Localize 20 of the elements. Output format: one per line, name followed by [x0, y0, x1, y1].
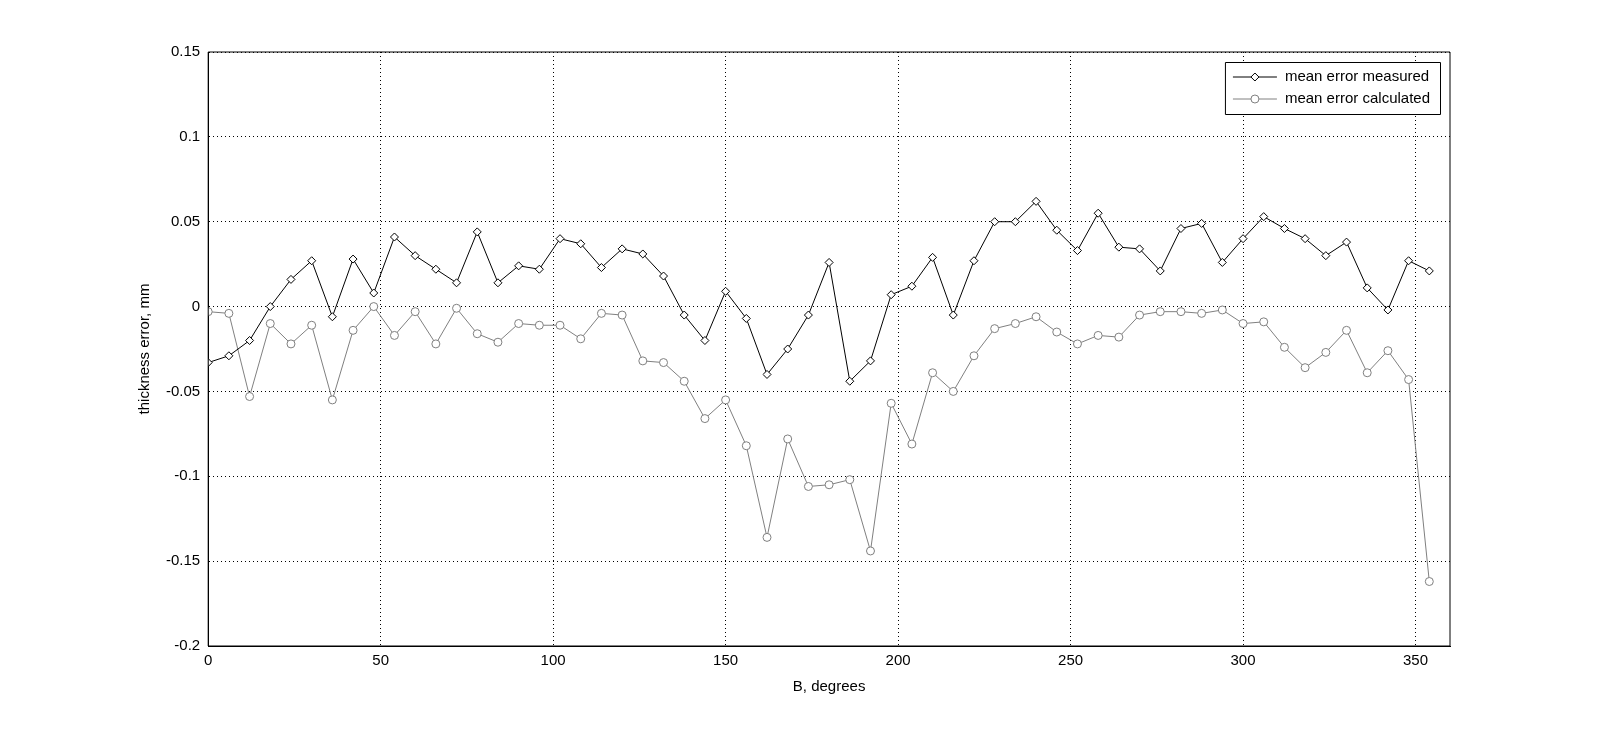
y-axis-title: thickness error, mm: [135, 283, 153, 415]
y-tick-label: -0.05: [165, 381, 201, 399]
x-tick-label: 250: [1058, 651, 1084, 669]
legend-label: mean error calculated: [1284, 89, 1431, 107]
y-tick-label: -0.2: [174, 636, 201, 654]
y-tick-label: 0.1: [179, 127, 201, 144]
x-tick-label: 300: [1230, 651, 1256, 669]
x-tick-label: 350: [1402, 651, 1429, 669]
y-tick-label: 0.15: [170, 42, 201, 60]
y-tick-label: 0: [191, 296, 201, 314]
x-tick-label: 50: [372, 651, 390, 669]
y-tick-label: -0.1: [174, 466, 201, 484]
x-axis-title: B, degrees: [792, 677, 866, 695]
x-tick-label: 200: [885, 651, 911, 669]
x-tick-label: 0: [204, 651, 213, 669]
x-tick-label: 100: [540, 651, 566, 669]
y-tick-label: 0.05: [170, 211, 201, 229]
x-tick-label: 150: [713, 651, 739, 669]
legend-label: mean error measured: [1284, 67, 1430, 85]
y-tick-label: -0.15: [165, 551, 201, 569]
